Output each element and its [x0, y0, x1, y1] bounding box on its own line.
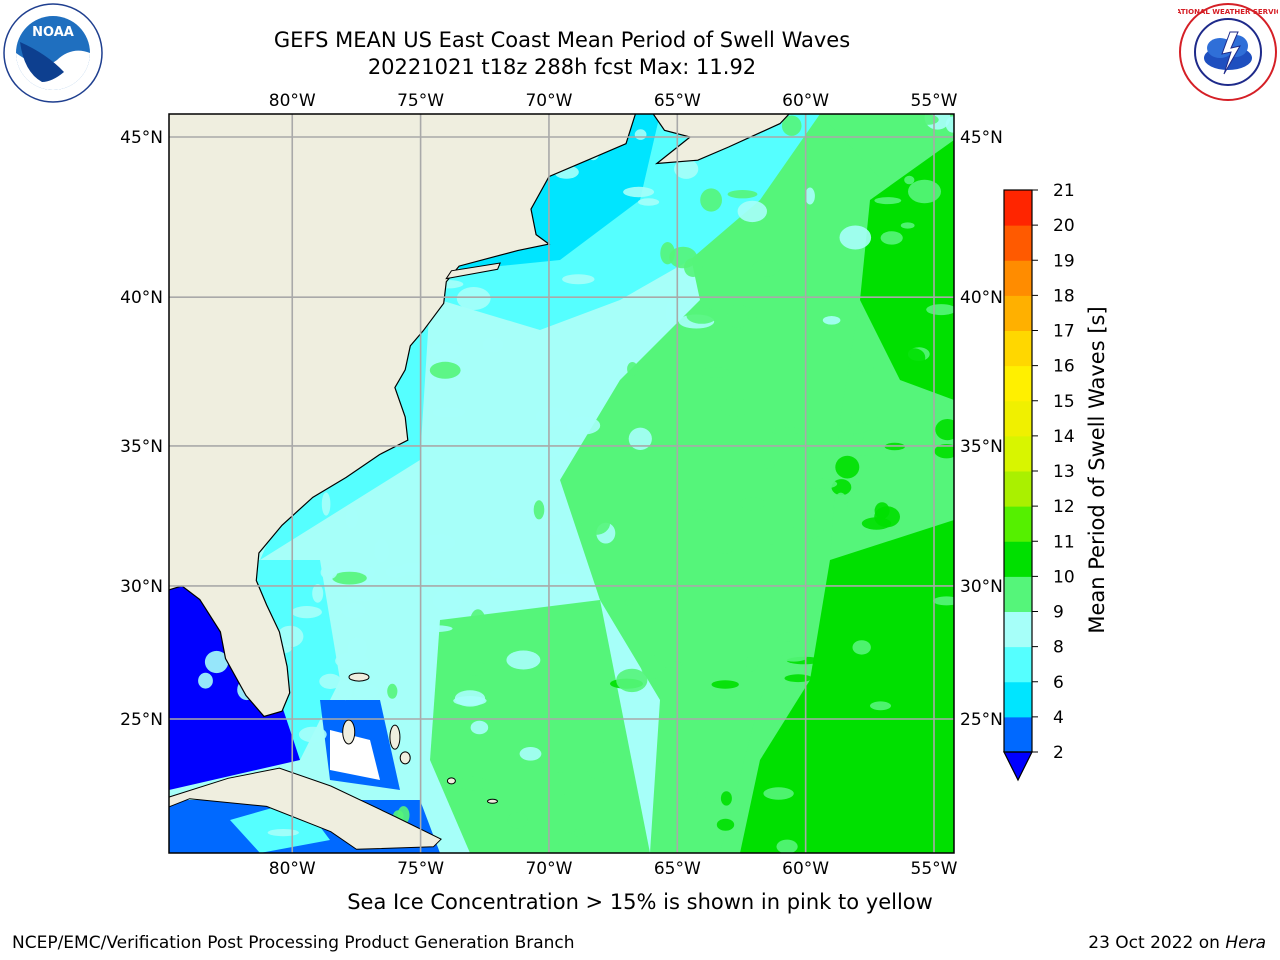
footer-machine: Hera: [1225, 933, 1266, 953]
title-line-2: 20221021 t18z 288h fcst Max: 11.92: [367, 55, 757, 79]
colorbar-segment: [1004, 471, 1032, 507]
colorbar-tick-label: 21: [1053, 181, 1075, 201]
colorbar-tick-label: 6: [1053, 673, 1064, 693]
colorbar-label: Mean Period of Swell Waves [s]: [1085, 306, 1109, 634]
lon-tick-label-bottom: 75°W: [397, 859, 444, 879]
long-island: [445, 262, 501, 280]
lon-tick-label-bottom: 55°W: [911, 859, 958, 879]
lon-tick-label-top: 75°W: [397, 91, 444, 111]
noaa-logo: NOAA: [3, 3, 103, 103]
svg-text:NOAA: NOAA: [32, 25, 74, 40]
footer-date-text: 23 Oct 2022 on: [1088, 933, 1226, 953]
colorbar-segment: [1004, 576, 1032, 612]
lon-tick-label-top: 65°W: [654, 91, 701, 111]
colorbar-segment: [1004, 295, 1032, 331]
band-10-11s: [860, 140, 954, 400]
lat-tick-label-right: 40°N: [960, 288, 1003, 308]
colorbar-segment: [1004, 541, 1032, 577]
lat-tick-label-right: 25°N: [960, 710, 1003, 730]
colorbar-tick-label: 11: [1053, 532, 1075, 552]
footer-branch: NCEP/EMC/Verification Post Processing Pr…: [12, 933, 575, 953]
no-data-bahamas: [330, 730, 380, 780]
cuba: [169, 767, 442, 850]
colorbar-tick-label: 13: [1053, 462, 1075, 482]
colorbar-tick-label: 8: [1053, 638, 1064, 658]
map-field: [169, 114, 954, 853]
colorbar-segment: [1004, 435, 1032, 472]
lat-tick-label-left: 30°N: [120, 577, 163, 597]
colorbar-tick-label: 2: [1053, 743, 1064, 763]
lon-tick-label-bottom: 60°W: [782, 859, 829, 879]
colorbar-tick-label: 12: [1053, 497, 1075, 517]
lat-tick-label-right: 45°N: [960, 128, 1003, 148]
colorbar-segment: [1004, 646, 1032, 683]
colorbar-segment: [1004, 225, 1032, 261]
gulf-of-mexico: [169, 580, 300, 790]
colorbar-tick-label: 15: [1053, 392, 1075, 412]
bahamas-island: [399, 751, 411, 765]
lon-tick-label-top: 80°W: [269, 91, 316, 111]
lat-tick-label-left: 40°N: [120, 288, 163, 308]
colorbar-tick-label: 20: [1053, 216, 1075, 236]
colorbar-segment: [1004, 260, 1032, 296]
colorbar-tick-label: 16: [1053, 357, 1075, 377]
title-line-1: GEFS MEAN US East Coast Mean Period of S…: [273, 28, 851, 52]
lat-tick-label-left: 25°N: [120, 710, 163, 730]
lon-tick-label-bottom: 80°W: [269, 859, 316, 879]
colorbar-tick-label: 19: [1053, 251, 1075, 271]
bahamas-island: [486, 798, 498, 804]
colorbar-segment: [1004, 400, 1032, 437]
sea-ice-note: Sea Ice Concentration > 15% is shown in …: [347, 890, 933, 914]
lat-tick-label-left: 45°N: [120, 128, 163, 148]
colorbar-tick-label: 10: [1053, 567, 1075, 587]
colorbar-segment: [1004, 716, 1032, 753]
colorbar-segment: [1004, 190, 1032, 226]
lon-tick-label-top: 60°W: [782, 91, 829, 111]
colorbar-tick-label: 9: [1053, 603, 1064, 623]
colorbar-segment: [1004, 330, 1032, 367]
lon-tick-label-bottom: 65°W: [654, 859, 701, 879]
bahamas-island: [446, 777, 456, 785]
us-landmass: [169, 114, 637, 718]
colorbar-segment: [1004, 611, 1032, 648]
lat-tick-label-left: 35°N: [120, 437, 163, 457]
colorbar-tick-label: 4: [1053, 708, 1064, 728]
nws-logo: NATIONAL WEATHER SERVICE: [1178, 3, 1278, 101]
lon-tick-label-top: 70°W: [525, 91, 572, 111]
colorbar-segment: [1004, 681, 1032, 718]
colorbar-tick-label: 17: [1053, 322, 1075, 342]
map-frame: [168, 113, 955, 854]
lon-tick-label-bottom: 70°W: [525, 859, 572, 879]
colorbar-extend-arrow: [1003, 751, 1033, 782]
lat-tick-label-right: 35°N: [960, 437, 1003, 457]
colorbar-tick-label: 18: [1053, 286, 1075, 306]
bahamas-island: [348, 672, 370, 682]
lat-tick-label-right: 30°N: [960, 577, 1003, 597]
bahamas-island: [342, 719, 356, 745]
svg-text:NATIONAL WEATHER SERVICE: NATIONAL WEATHER SERVICE: [1178, 8, 1278, 16]
lon-tick-label-top: 55°W: [911, 91, 958, 111]
colorbar-segment: [1004, 506, 1032, 542]
footer-date: 23 Oct 2022 on Hera: [1088, 933, 1266, 953]
colorbar-tick-label: 14: [1053, 427, 1075, 447]
bahamas-island: [389, 724, 401, 750]
colorbar-segment: [1004, 365, 1032, 402]
